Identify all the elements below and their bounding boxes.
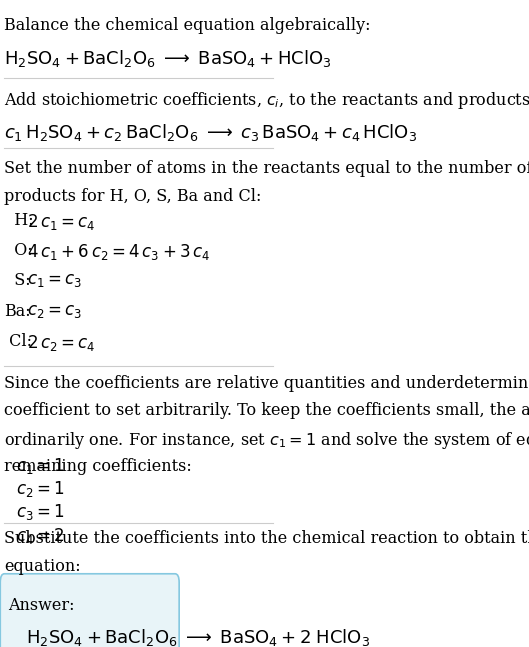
Text: Add stoichiometric coefficients, $c_i$, to the reactants and products:: Add stoichiometric coefficients, $c_i$, … [4, 90, 529, 111]
FancyBboxPatch shape [1, 574, 179, 647]
Text: Cl:: Cl: [4, 333, 32, 350]
Text: products for H, O, S, Ba and Cl:: products for H, O, S, Ba and Cl: [4, 188, 262, 204]
Text: $c_2 = 1$: $c_2 = 1$ [16, 479, 65, 499]
Text: ordinarily one. For instance, set $c_1 = 1$ and solve the system of equations fo: ordinarily one. For instance, set $c_1 =… [4, 430, 529, 452]
Text: $c_3 = 1$: $c_3 = 1$ [16, 502, 65, 522]
Text: $\mathrm{H_2SO_4 + BaCl_2O_6 \;\longrightarrow\; BaSO_4 + 2\; HClO_3}$: $\mathrm{H_2SO_4 + BaCl_2O_6 \;\longrigh… [25, 627, 370, 647]
Text: Since the coefficients are relative quantities and underdetermined, choose a: Since the coefficients are relative quan… [4, 375, 529, 391]
Text: $\mathrm{H_2SO_4 + BaCl_2O_6 \;\longrightarrow\; BaSO_4 + HClO_3}$: $\mathrm{H_2SO_4 + BaCl_2O_6 \;\longrigh… [4, 48, 332, 69]
Text: $c_1\, \mathrm{H_2SO_4} + c_2\, \mathrm{BaCl_2O_6} \;\longrightarrow\; c_3\, \ma: $c_1\, \mathrm{H_2SO_4} + c_2\, \mathrm{… [4, 122, 417, 143]
Text: $c_4 = 2$: $c_4 = 2$ [16, 525, 65, 545]
Text: $4\,c_1 + 6\,c_2 = 4\,c_3 + 3\,c_4$: $4\,c_1 + 6\,c_2 = 4\,c_3 + 3\,c_4$ [27, 242, 210, 262]
Text: $c_1 = 1$: $c_1 = 1$ [16, 456, 65, 476]
Text: $2\,c_1 = c_4$: $2\,c_1 = c_4$ [27, 212, 96, 232]
Text: S:: S: [4, 272, 31, 289]
Text: $2\,c_2 = c_4$: $2\,c_2 = c_4$ [27, 333, 96, 353]
Text: Substitute the coefficients into the chemical reaction to obtain the balanced: Substitute the coefficients into the che… [4, 530, 529, 547]
Text: Ba:: Ba: [4, 303, 31, 320]
Text: Set the number of atoms in the reactants equal to the number of atoms in the: Set the number of atoms in the reactants… [4, 160, 529, 177]
Text: $c_2 = c_3$: $c_2 = c_3$ [27, 303, 82, 320]
Text: coefficient to set arbitrarily. To keep the coefficients small, the arbitrary va: coefficient to set arbitrarily. To keep … [4, 402, 529, 419]
Text: equation:: equation: [4, 558, 81, 575]
Text: O:: O: [4, 242, 33, 259]
Text: Balance the chemical equation algebraically:: Balance the chemical equation algebraica… [4, 17, 371, 34]
Text: H:: H: [4, 212, 34, 229]
Text: remaining coefficients:: remaining coefficients: [4, 458, 192, 475]
Text: Answer:: Answer: [8, 597, 75, 614]
Text: $c_1 = c_3$: $c_1 = c_3$ [27, 272, 82, 289]
